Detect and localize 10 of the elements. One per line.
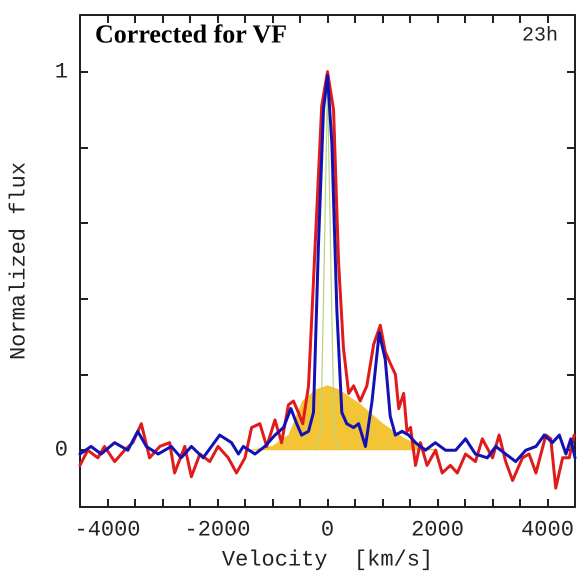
- chart-title: Corrected for VF: [95, 20, 288, 48]
- x-tick-label: -2000: [184, 518, 251, 542]
- y-axis-title: Normalized flux: [6, 162, 32, 360]
- x-tick-label: 0: [320, 518, 334, 542]
- x-tick-label: 2000: [411, 518, 464, 542]
- x-tick-label: 4000: [521, 518, 574, 542]
- x-axis-title: Velocity [km/s]: [222, 548, 434, 572]
- x-tick-label: -4000: [74, 518, 141, 542]
- y-tick-label: 1: [54, 59, 68, 84]
- annotation: 23h: [522, 24, 558, 48]
